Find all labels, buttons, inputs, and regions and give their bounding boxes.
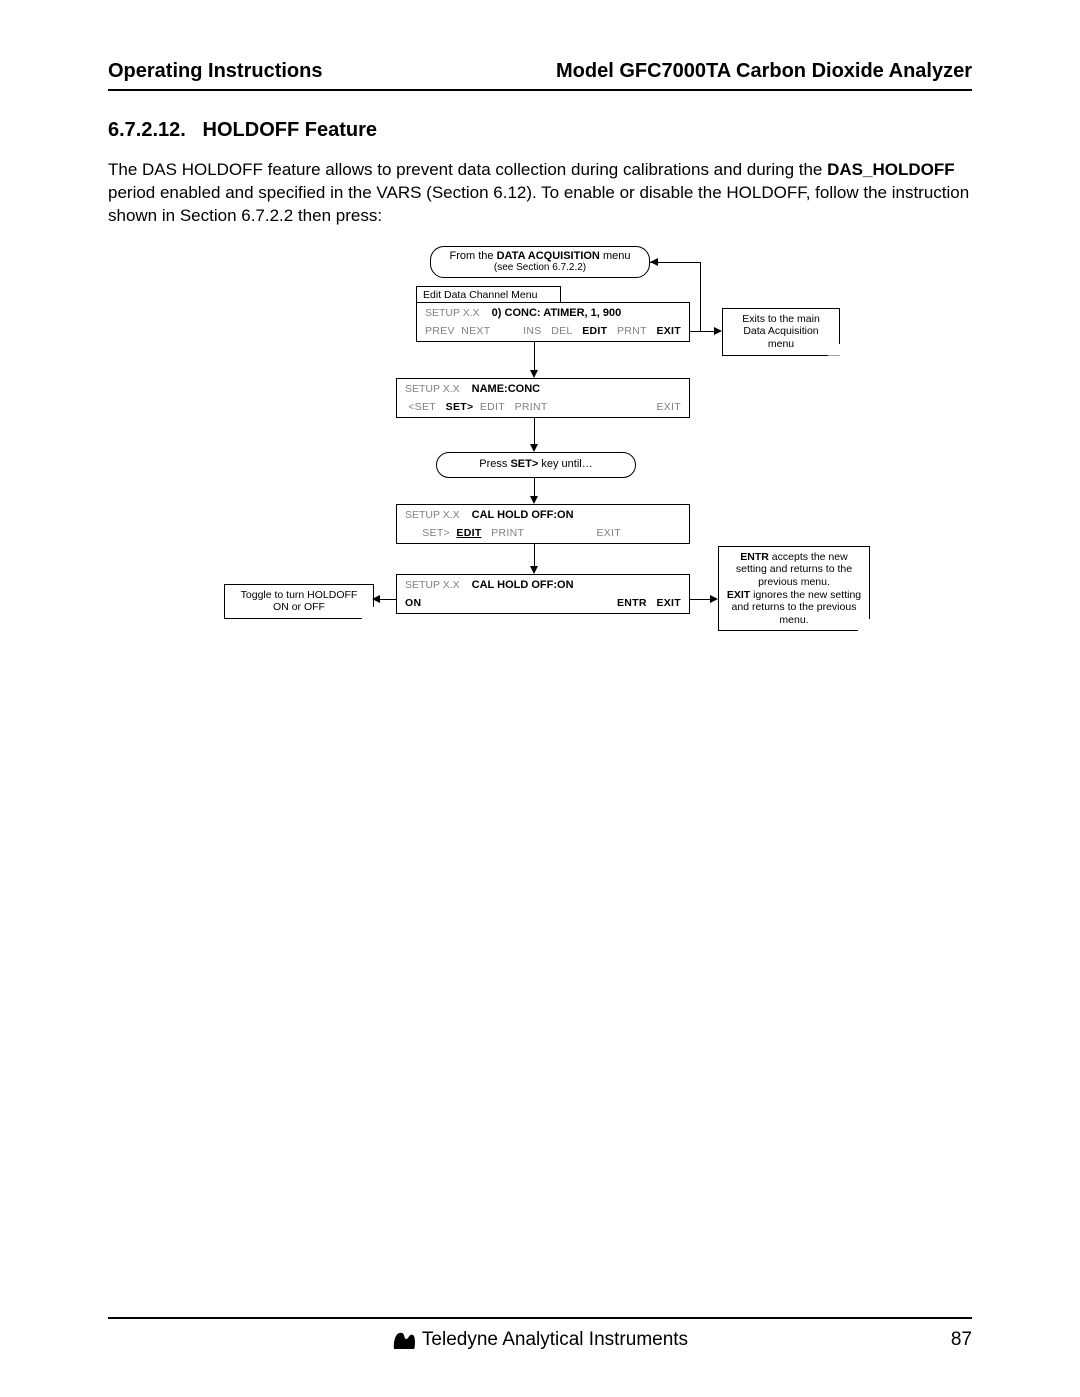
note-tr-l1: Exits to the main: [729, 313, 833, 326]
box3-edit: EDIT: [456, 527, 481, 539]
box4-content: CAL HOLD OFF:ON: [472, 579, 681, 591]
box2-print: PRINT: [515, 401, 548, 413]
flow-tab-edit-label: Edit Data Channel Menu: [423, 289, 537, 301]
pill-start-text-c: menu: [600, 250, 631, 262]
footer-rule: [108, 1317, 972, 1319]
pill-mid-b: SET>: [510, 458, 538, 470]
box1-next: NEXT: [461, 325, 490, 337]
box4-on: ON: [405, 597, 421, 609]
box2-content: NAME:CONC: [472, 383, 681, 395]
box2-ltset: <SET: [408, 401, 436, 413]
running-header: Operating Instructions Model GFC7000TA C…: [108, 60, 972, 89]
nr-l4b: ignores the new setting: [750, 589, 861, 601]
note-entr-exit: ENTR accepts the new setting and returns…: [718, 546, 870, 632]
box1-exit: EXIT: [656, 325, 681, 337]
flow-box-2: SETUP X.X NAME:CONC <SET SET> EDIT PRINT…: [396, 378, 690, 418]
box4-exit: EXIT: [656, 597, 681, 609]
section-title: HOLDOFF Feature: [203, 119, 377, 141]
box1-content: 0) CONC: ATIMER, 1, 900: [492, 307, 681, 319]
note-exit-main: Exits to the main Data Acquisition menu: [722, 308, 840, 356]
header-rule: [108, 89, 972, 91]
header-left: Operating Instructions: [108, 60, 322, 83]
flow-box-4: SETUP X.X CAL HOLD OFF:ON ON ENTR EXIT: [396, 574, 690, 614]
box1-prnt: PRNT: [617, 325, 647, 337]
box4-entr: ENTR: [617, 597, 647, 609]
box2-set: SET>: [446, 401, 474, 413]
box1-edit: EDIT: [582, 325, 607, 337]
box3-set: SET>: [422, 527, 450, 539]
flowchart: From the DATA ACQUISITION menu (see Sect…: [210, 246, 870, 666]
box3-content: CAL HOLD OFF:ON: [472, 509, 681, 521]
note-tr-l3: menu: [729, 338, 833, 351]
footer: Teledyne Analytical Instruments 87: [108, 1329, 972, 1351]
nr-l5: and returns to the previous: [725, 601, 863, 614]
nr-l6: menu.: [725, 614, 863, 627]
flow-box-1: SETUP X.X 0) CONC: ATIMER, 1, 900 PREV N…: [416, 302, 690, 342]
flow-start-pill: From the DATA ACQUISITION menu (see Sect…: [430, 246, 650, 278]
box3-print: PRINT: [491, 527, 524, 539]
section-number: 6.7.2.12.: [108, 119, 186, 141]
flow-box-3: SETUP X.X CAL HOLD OFF:ON SET> EDIT PRIN…: [396, 504, 690, 544]
intro-text-2: period enabled and specified in the VARS…: [108, 183, 969, 225]
pill-start-text-b: DATA ACQUISITION: [497, 250, 600, 262]
box2-exit: EXIT: [656, 401, 681, 413]
note-toggle: Toggle to turn HOLDOFF ON or OFF: [224, 584, 374, 619]
intro-paragraph: The DAS HOLDOFF feature allows to preven…: [108, 159, 972, 228]
note-tr-l2: Data Acquisition: [729, 325, 833, 338]
nr-l2: setting and returns to the: [725, 563, 863, 576]
pill-start-sub: (see Section 6.7.2.2): [437, 262, 643, 274]
nr-l4a: EXIT: [727, 589, 750, 601]
flow-mid-pill: Press SET> key until…: [436, 452, 636, 478]
box2-edit: EDIT: [480, 401, 505, 413]
box3-exit: EXIT: [596, 527, 621, 539]
section-heading: 6.7.2.12. HOLDOFF Feature: [108, 119, 972, 142]
footer-company: Teledyne Analytical Instruments: [422, 1329, 688, 1351]
box1-setup: SETUP X.X: [425, 307, 480, 319]
box1-ins: INS: [523, 325, 541, 337]
box2-setup: SETUP X.X: [405, 383, 460, 395]
box1-del: DEL: [551, 325, 572, 337]
intro-text-1: The DAS HOLDOFF feature allows to preven…: [108, 160, 827, 179]
nr-l1a: ENTR: [740, 551, 769, 563]
nr-l3: previous menu.: [725, 576, 863, 589]
pill-mid-a: Press: [479, 458, 510, 470]
intro-bold: DAS_HOLDOFF: [827, 160, 955, 179]
pill-mid-c: key until…: [538, 458, 592, 470]
header-right: Model GFC7000TA Carbon Dioxide Analyzer: [556, 60, 972, 83]
flow-tab-edit: Edit Data Channel Menu: [416, 286, 561, 303]
box3-setup: SETUP X.X: [405, 509, 460, 521]
pill-start-text-a: From the: [450, 250, 497, 262]
note-left-l2: ON or OFF: [231, 601, 367, 614]
note-left-l1: Toggle to turn HOLDOFF: [231, 589, 367, 602]
teledyne-logo-icon: [392, 1329, 416, 1351]
nr-l1b: accepts the new: [769, 551, 848, 563]
box4-setup: SETUP X.X: [405, 579, 460, 591]
box1-prev: PREV: [425, 325, 455, 337]
